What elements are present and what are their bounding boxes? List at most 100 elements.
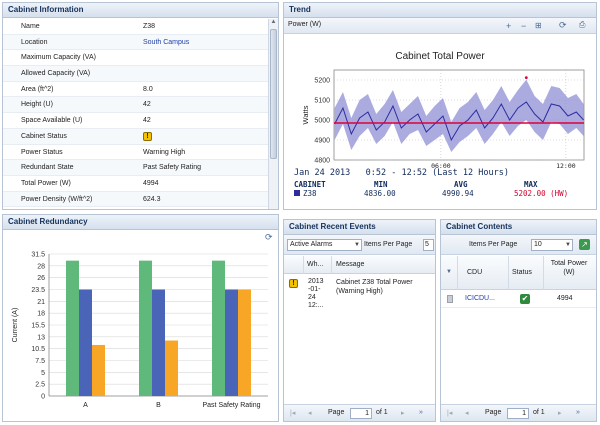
bar bbox=[212, 260, 225, 396]
info-label: Location bbox=[21, 38, 48, 46]
info-label: Power Status bbox=[21, 148, 63, 156]
cdu-row[interactable]: ICICDU... ✔ 4994 bbox=[441, 291, 596, 308]
info-value: 624.3 bbox=[143, 195, 161, 203]
page-input[interactable]: 1 bbox=[507, 408, 529, 419]
info-row[interactable]: Height (U) 42 bbox=[3, 97, 268, 114]
zoom-in-icon[interactable]: + bbox=[506, 21, 512, 31]
info-value: 42 bbox=[143, 117, 151, 125]
zoom-out-icon[interactable]: − bbox=[521, 21, 527, 31]
series-swatch bbox=[294, 190, 300, 196]
export-icon[interactable]: ↗ bbox=[579, 239, 590, 250]
col-header-cdu[interactable]: CDU bbox=[467, 269, 483, 276]
info-row[interactable]: Location South Campus bbox=[3, 34, 268, 51]
sort-icon[interactable]: ▼ bbox=[446, 269, 452, 275]
y-tick-label: 5000 bbox=[314, 118, 330, 125]
summary-avg: 4990.94 bbox=[442, 189, 474, 198]
info-row[interactable]: Space Available (U) 42 bbox=[3, 113, 268, 129]
summary-header-cabinet: CABINET bbox=[294, 180, 326, 189]
redundancy-bar-chart: 0 2.5 5 7.5 10.5 13 15.5 18 21 23.5 26 28 31.5 Curren… bbox=[12, 252, 268, 409]
info-label: Maximum Capacity (VA) bbox=[21, 54, 96, 62]
summary-min: 4836.00 bbox=[364, 189, 396, 198]
items-per-page-dropdown[interactable]: 10 ▼ bbox=[531, 239, 573, 251]
first-page-icon[interactable]: |◂ bbox=[290, 410, 296, 417]
print-icon[interactable]: ⎙ bbox=[579, 20, 586, 29]
panel-title: Cabinet Redundancy bbox=[3, 215, 278, 230]
summary-header-max: MAX bbox=[524, 180, 538, 189]
info-row[interactable]: Name Z38 bbox=[3, 19, 268, 35]
scroll-up-arrow[interactable]: ▲ bbox=[270, 19, 277, 25]
info-row[interactable]: Area (ft^2) 8.0 bbox=[3, 82, 268, 98]
events-table-header: Wh... Message bbox=[284, 256, 435, 274]
items-per-page-input[interactable]: 5 bbox=[423, 239, 434, 251]
col-header-message[interactable]: Message bbox=[336, 261, 365, 268]
contents-toolbar: Items Per Page 10 ▼ ↗ bbox=[441, 235, 596, 255]
bar bbox=[139, 260, 152, 396]
trend-summary: Jan 24 2013 0:52 - 12:52 (Last 12 Hours)… bbox=[294, 168, 590, 198]
last-page-icon[interactable]: » bbox=[576, 409, 580, 416]
first-page-icon[interactable]: |◂ bbox=[447, 410, 453, 417]
y-tick-label: 13 bbox=[37, 334, 45, 341]
y-tick-label: 10.5 bbox=[31, 346, 45, 353]
event-row[interactable]: ! 2013 -01- 24 12:... Cabinet Z38 Total … bbox=[284, 275, 435, 327]
col-header-when[interactable]: Wh... bbox=[307, 261, 324, 268]
alarm-filter-dropdown[interactable]: Active Alarms ▼ bbox=[287, 239, 362, 251]
info-label: Height (U) bbox=[21, 101, 53, 109]
recent-events-panel: Cabinet Recent Events Active Alarms ▼ It… bbox=[283, 219, 436, 422]
panel-title: Trend bbox=[284, 3, 596, 18]
y-tick-label: 23.5 bbox=[31, 287, 45, 294]
events-toolbar: Active Alarms ▼ Items Per Page 5 bbox=[284, 235, 435, 255]
page-label: Page bbox=[328, 409, 345, 416]
bar bbox=[92, 344, 105, 396]
page-of-label: of 1 bbox=[533, 409, 545, 416]
info-value: 42 bbox=[143, 101, 151, 109]
info-row[interactable]: Redundant State Past Safety Rating bbox=[3, 160, 268, 176]
cabinet-info-grid: Name Z38 Location South Campus Maximum Capac… bbox=[3, 19, 268, 208]
trend-line-chart: 4800 4900 5000 5100 5200 06:00 12:00 Watts bbox=[301, 69, 585, 170]
summary-header-min: MIN bbox=[374, 180, 388, 189]
info-scrollbar[interactable]: ▲ bbox=[268, 19, 278, 209]
prev-page-icon[interactable]: ◂ bbox=[465, 410, 469, 417]
items-per-page-value: 5 bbox=[425, 241, 429, 248]
panel-title: Cabinet Information bbox=[3, 3, 278, 18]
y-tick-label: 7.5 bbox=[35, 358, 45, 365]
info-value: Warning High bbox=[143, 148, 186, 156]
bar bbox=[225, 289, 238, 396]
trend-summary-title: Jan 24 2013 0:52 - 12:52 (Last 12 Hours) bbox=[294, 168, 509, 178]
chevron-down-icon: ▼ bbox=[565, 242, 571, 248]
x-tick-label: A bbox=[83, 402, 88, 409]
info-label: Cabinet Status bbox=[21, 132, 67, 140]
cabinet-redundancy-panel: Cabinet Redundancy ⟳ 0 2.5 5 7.5 10.5 13 15.5 1… bbox=[2, 214, 279, 422]
info-label: Total Power (W) bbox=[21, 179, 71, 187]
status-ok-icon: ✔ bbox=[520, 294, 530, 304]
refresh-icon[interactable]: ⟳ bbox=[559, 20, 567, 30]
y-tick-label: 5 bbox=[41, 370, 45, 377]
prev-page-icon[interactable]: ◂ bbox=[308, 410, 312, 417]
info-row[interactable]: Total Power (W) 4994 bbox=[3, 176, 268, 192]
cdu-name-link[interactable]: ICICDU... bbox=[465, 295, 495, 302]
trend-chart-area: Cabinet Total Power 4800 4900 5000 5100 5200… bbox=[284, 34, 596, 209]
power-series-line bbox=[334, 101, 584, 142]
info-row[interactable]: Allowed Capacity (VA) bbox=[3, 66, 268, 82]
page-input[interactable]: 1 bbox=[350, 408, 372, 419]
info-value: Past Safety Rating bbox=[143, 164, 201, 172]
pan-icon[interactable]: ⊞ bbox=[535, 21, 542, 30]
col-header-total-power[interactable]: Total Power (W) bbox=[550, 260, 588, 276]
y-tick-label: 21 bbox=[37, 299, 45, 306]
y-tick-label: 15.5 bbox=[31, 323, 45, 330]
info-row[interactable]: Cabinet Status! bbox=[3, 128, 268, 145]
last-page-icon[interactable]: » bbox=[419, 409, 423, 416]
col-header-status[interactable]: Status bbox=[512, 269, 532, 276]
page-of-label: of 1 bbox=[376, 409, 388, 416]
x-tick-label: Past Safety Rating bbox=[203, 402, 261, 409]
next-page-icon[interactable]: ▸ bbox=[401, 410, 405, 417]
scroll-thumb[interactable] bbox=[270, 29, 277, 159]
info-row[interactable]: Maximum Capacity (VA) bbox=[3, 50, 268, 67]
refresh-icon[interactable]: ⟳ bbox=[265, 232, 273, 242]
info-row[interactable]: Power Density (W/ft^2) 624.3 bbox=[3, 191, 268, 208]
summary-header-avg: AVG bbox=[454, 180, 468, 189]
cabinet-contents-panel: Cabinet Contents Items Per Page 10 ▼ ↗ ▼… bbox=[440, 219, 597, 422]
info-row[interactable]: Power Status Warning High bbox=[3, 145, 268, 161]
y-tick-label: 5200 bbox=[314, 78, 330, 85]
next-page-icon[interactable]: ▸ bbox=[558, 410, 562, 417]
y-axis-label: Watts bbox=[301, 105, 310, 124]
